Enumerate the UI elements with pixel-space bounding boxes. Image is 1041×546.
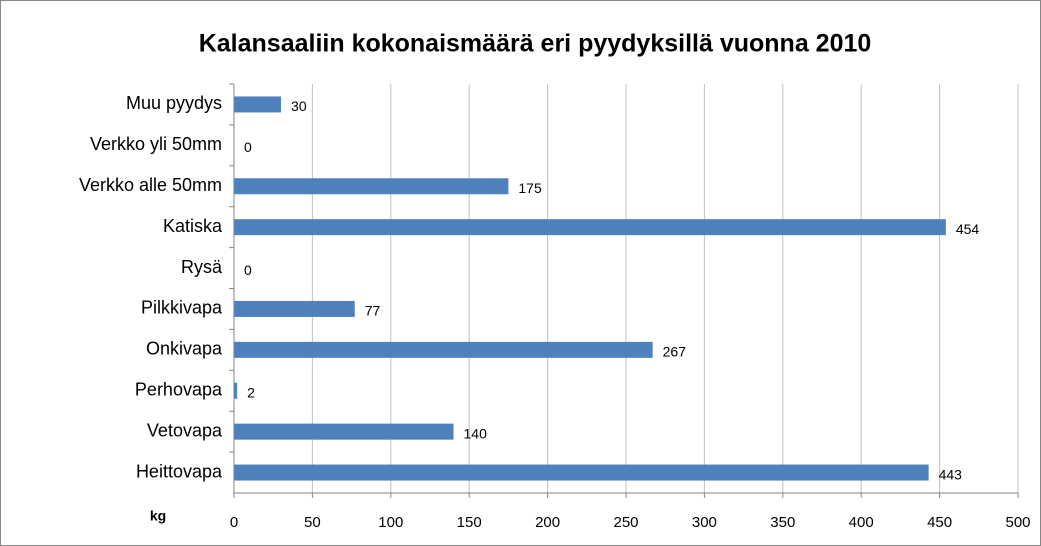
data-label: 30: [291, 98, 307, 114]
data-label: 140: [464, 425, 488, 441]
x-axis-label: kg: [150, 508, 166, 524]
y-tick-label: Pilkkivapa: [141, 298, 223, 318]
bar: [234, 96, 282, 113]
y-tick-label: Onkivapa: [146, 339, 223, 359]
y-tick-label: Katiska: [163, 216, 223, 236]
x-tick-label: 450: [927, 514, 952, 531]
data-label: 2: [247, 384, 255, 400]
y-tick-label: Perhovapa: [135, 380, 223, 400]
data-label: 267: [663, 344, 687, 360]
bar: [234, 382, 238, 399]
y-tick-label: Vetovapa: [147, 420, 223, 440]
y-tick-label: Muu pyydys: [126, 93, 222, 113]
chart-title: Kalansaaliin kokonaismäärä eri pyydyksil…: [199, 30, 872, 58]
x-tick-label: 100: [378, 514, 403, 531]
x-tick-label: 200: [535, 514, 560, 531]
bar: [234, 341, 653, 358]
bar: [234, 178, 509, 195]
x-tick-label: 0: [230, 514, 238, 531]
x-tick-label: 500: [1005, 514, 1030, 531]
x-tick-label: 400: [849, 514, 874, 531]
y-tick-label: Rysä: [181, 257, 223, 277]
x-tick-label: 250: [613, 514, 638, 531]
data-label: 454: [956, 221, 980, 237]
data-label: 0: [244, 262, 252, 278]
data-label: 443: [939, 466, 963, 482]
bar: [234, 300, 355, 317]
y-tick-label: Heittovapa: [136, 461, 223, 481]
bar: [234, 464, 929, 481]
y-tick-label: Verkko alle 50mm: [79, 175, 222, 195]
bar: [234, 423, 454, 440]
bar: [234, 219, 946, 236]
x-tick-label: 150: [457, 514, 482, 531]
data-label: 0: [244, 139, 252, 155]
x-tick-label: 350: [770, 514, 795, 531]
data-label: 175: [518, 180, 542, 196]
y-tick-label: Verkko yli 50mm: [90, 134, 222, 154]
data-label: 77: [365, 303, 381, 319]
x-tick-label: 300: [692, 514, 717, 531]
x-tick-label: 50: [304, 514, 321, 531]
